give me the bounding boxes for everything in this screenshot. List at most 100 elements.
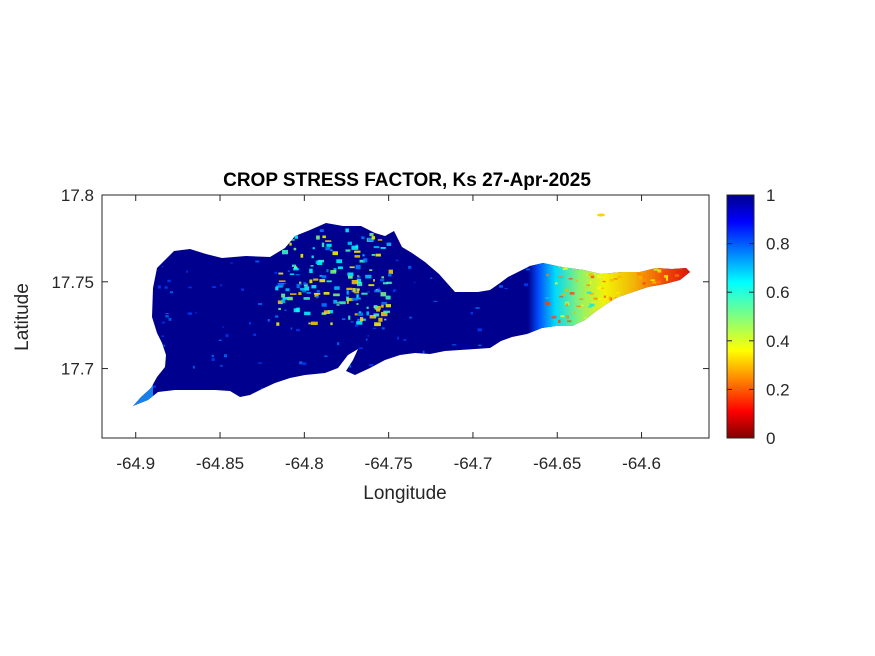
stress-speck: [285, 233, 290, 236]
stress-speck: [357, 318, 362, 322]
stress-speck: [386, 242, 392, 246]
stress-speck: [392, 290, 395, 293]
stress-speck: [347, 272, 354, 277]
stress-speck: [310, 321, 318, 325]
stress-speck: [359, 374, 362, 377]
stress-speck: [628, 299, 632, 303]
stress-speck: [503, 340, 508, 343]
stress-speck: [395, 259, 399, 262]
stress-speck: [603, 295, 606, 298]
stress-speck: [381, 276, 384, 279]
stress-speck: [309, 279, 313, 284]
stress-speck: [554, 282, 558, 285]
stress-speck: [381, 304, 384, 308]
stress-speck: [465, 255, 470, 257]
stress-speck: [355, 297, 361, 300]
stress-speck: [505, 273, 509, 275]
stress-speck: [496, 353, 499, 356]
stress-speck: [222, 326, 225, 328]
stress-speck: [433, 300, 438, 302]
stress-speck: [158, 285, 161, 289]
stress-speck: [384, 318, 387, 321]
stress-speck: [601, 287, 604, 290]
stress-speck: [281, 293, 286, 298]
stress-speck: [647, 326, 650, 329]
stress-speck: [622, 267, 628, 270]
stress-speck: [325, 240, 332, 242]
stress-speck: [339, 301, 346, 305]
stress-speck: [558, 319, 561, 323]
stress-speck: [648, 317, 653, 321]
stress-speck: [545, 297, 549, 299]
stress-speck: [383, 310, 390, 313]
stress-speck: [561, 293, 566, 296]
stress-speck: [642, 282, 646, 285]
stress-speck: [397, 365, 399, 369]
stress-speck: [510, 258, 515, 261]
stress-speck: [281, 299, 286, 304]
stress-speck: [481, 260, 486, 263]
stress-speck: [161, 335, 164, 337]
colorbar-gradient: [726, 194, 755, 439]
stress-speck: [302, 290, 307, 293]
stress-speck: [630, 318, 633, 320]
stress-speck: [576, 305, 581, 308]
stress-speck: [652, 264, 655, 266]
stress-speck: [661, 287, 664, 289]
stress-speck: [614, 302, 619, 307]
stress-speck: [649, 265, 651, 268]
stress-speck: [551, 315, 557, 319]
stress-speck: [634, 313, 640, 316]
stress-speck: [326, 280, 332, 283]
stress-speck: [373, 313, 380, 317]
stress-speck: [321, 275, 327, 279]
stress-speck: [293, 247, 297, 251]
stress-speck: [608, 296, 611, 300]
stress-speck: [663, 275, 668, 278]
stress-speck: [443, 353, 447, 356]
stress-speck: [369, 364, 374, 367]
stress-speck: [611, 324, 614, 327]
stress-speck: [156, 263, 159, 266]
stress-speck: [314, 294, 319, 298]
x-tick-label: -64.6: [622, 454, 661, 473]
stress-speck: [277, 300, 283, 305]
stress-speck: [368, 284, 375, 287]
stress-speck: [323, 292, 330, 295]
stress-speck: [350, 321, 354, 323]
stress-speck: [648, 317, 651, 320]
stress-speck: [585, 318, 589, 321]
stress-speck: [333, 293, 340, 297]
stress-speck: [356, 321, 363, 325]
stress-speck: [583, 317, 588, 320]
x-tick-label: -64.85: [196, 454, 244, 473]
stress-speck: [613, 269, 616, 271]
stress-speck: [366, 306, 369, 309]
stress-speck: [524, 283, 528, 287]
x-tick-label: -64.8: [285, 454, 324, 473]
stress-speck: [289, 273, 295, 275]
stress-speck: [546, 302, 551, 305]
chart-title: CROP STRESS FACTOR, Ks 27-Apr-2025: [223, 170, 591, 191]
stress-speck: [352, 288, 356, 293]
stress-speck: [608, 323, 613, 325]
stress-speck: [658, 289, 661, 293]
stress-speck: [388, 269, 393, 274]
stress-speck: [388, 373, 390, 375]
stress-speck: [282, 282, 287, 285]
stress-speck: [561, 277, 564, 279]
stress-speck: [666, 277, 668, 281]
stress-speck: [321, 242, 325, 248]
stress-speck: [346, 287, 353, 290]
island-shape: [133, 223, 690, 406]
stress-speck: [597, 286, 602, 290]
stress-speck: [346, 297, 354, 302]
stress-speck: [612, 304, 617, 307]
stress-speck: [218, 339, 222, 341]
stress-speck: [641, 291, 647, 294]
stress-speck: [660, 286, 664, 290]
stress-speck: [660, 292, 666, 295]
stress-speck: [267, 319, 270, 322]
stress-speck: [360, 317, 364, 322]
stress-speck: [323, 310, 330, 314]
